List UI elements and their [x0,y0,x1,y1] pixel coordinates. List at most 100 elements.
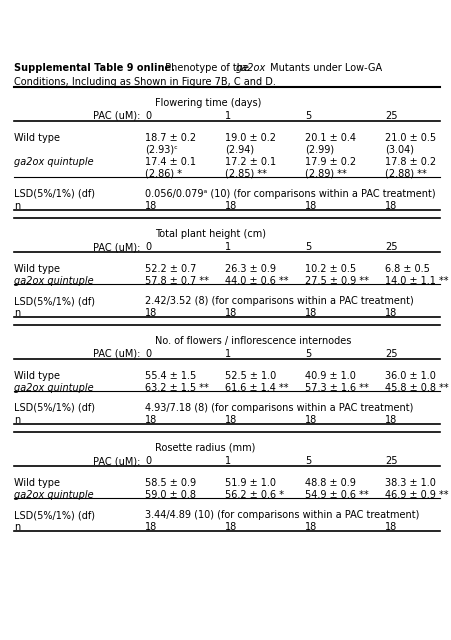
Text: 21.0 ± 0.5: 21.0 ± 0.5 [384,133,435,143]
Text: 6.8 ± 0.5: 6.8 ± 0.5 [384,264,429,274]
Text: PAC (uM):: PAC (uM): [92,456,140,466]
Text: 38.3 ± 1.0: 38.3 ± 1.0 [384,478,435,488]
Text: Wild type: Wild type [14,371,60,381]
Text: 18: 18 [145,308,157,318]
Text: 46.9 ± 0.9 **: 46.9 ± 0.9 ** [384,490,447,500]
Text: 18: 18 [384,308,396,318]
Text: 0: 0 [145,456,151,466]
Text: PAC (uM):: PAC (uM): [92,242,140,252]
Text: (2.89) **: (2.89) ** [304,169,346,179]
Text: 52.5 ± 1.0: 52.5 ± 1.0 [225,371,276,381]
Text: 0.056/0.079ᵃ (10) (for comparisons within a PAC treatment): 0.056/0.079ᵃ (10) (for comparisons withi… [145,189,435,199]
Text: 59.0 ± 0.8: 59.0 ± 0.8 [145,490,196,500]
Text: 17.4 ± 0.1: 17.4 ± 0.1 [145,157,196,167]
Text: 57.8 ± 0.7 **: 57.8 ± 0.7 ** [145,276,208,286]
Text: Wild type: Wild type [14,133,60,143]
Text: 51.9 ± 1.0: 51.9 ± 1.0 [225,478,276,488]
Text: Conditions, Including as Shown in Figure 7B, C and D.: Conditions, Including as Shown in Figure… [14,77,275,87]
Text: 14.0 ± 1.1 **: 14.0 ± 1.1 ** [384,276,447,286]
Text: 18: 18 [304,201,317,211]
Text: Flowering time (days): Flowering time (days) [155,98,261,108]
Text: 57.3 ± 1.6 **: 57.3 ± 1.6 ** [304,383,368,393]
Text: No. of flowers / inflorescence internodes: No. of flowers / inflorescence internode… [155,336,350,346]
Text: 18: 18 [145,201,157,211]
Text: 48.8 ± 0.9: 48.8 ± 0.9 [304,478,355,488]
Text: 18.7 ± 0.2: 18.7 ± 0.2 [145,133,196,143]
Text: 18: 18 [225,308,237,318]
Text: 18: 18 [225,201,237,211]
Text: Mutants under Low-GA: Mutants under Low-GA [267,63,381,73]
Text: (2.85) **: (2.85) ** [225,169,266,179]
Text: 18: 18 [304,522,317,532]
Text: LSD(5%/1%) (df): LSD(5%/1%) (df) [14,189,95,199]
Text: ga2ox quintuple: ga2ox quintuple [14,157,93,167]
Text: 18: 18 [384,415,396,425]
Text: ga2ox quintuple: ga2ox quintuple [14,490,93,500]
Text: Wild type: Wild type [14,264,60,274]
Text: 1: 1 [225,456,230,466]
Text: 5: 5 [304,111,311,121]
Text: n: n [14,308,20,318]
Text: 18: 18 [225,522,237,532]
Text: 1: 1 [225,242,230,252]
Text: ga2ox quintuple: ga2ox quintuple [14,383,93,393]
Text: 5: 5 [304,242,311,252]
Text: (2.88) **: (2.88) ** [384,169,426,179]
Text: 25: 25 [384,456,396,466]
Text: (2.93)ᶜ: (2.93)ᶜ [145,145,177,155]
Text: (3.04): (3.04) [384,145,413,155]
Text: 58.5 ± 0.9: 58.5 ± 0.9 [145,478,196,488]
Text: 4.93/7.18 (8) (for comparisons within a PAC treatment): 4.93/7.18 (8) (for comparisons within a … [145,403,413,413]
Text: 25: 25 [384,242,396,252]
Text: Supplemental Table 9 online.: Supplemental Table 9 online. [14,63,175,73]
Text: 17.8 ± 0.2: 17.8 ± 0.2 [384,157,435,167]
Text: Phenotype of the: Phenotype of the [161,63,252,73]
Text: 40.9 ± 1.0: 40.9 ± 1.0 [304,371,355,381]
Text: 26.3 ± 0.9: 26.3 ± 0.9 [225,264,276,274]
Text: 18: 18 [384,522,396,532]
Text: Total plant height (cm): Total plant height (cm) [155,229,265,239]
Text: 63.2 ± 1.5 **: 63.2 ± 1.5 ** [145,383,208,393]
Text: 61.6 ± 1.4 **: 61.6 ± 1.4 ** [225,383,288,393]
Text: 3.44/4.89 (10) (for comparisons within a PAC treatment): 3.44/4.89 (10) (for comparisons within a… [145,510,419,520]
Text: 2.42/3.52 (8) (for comparisons within a PAC treatment): 2.42/3.52 (8) (for comparisons within a … [145,296,413,306]
Text: (2.86) *: (2.86) * [145,169,182,179]
Text: 44.0 ± 0.6 **: 44.0 ± 0.6 ** [225,276,288,286]
Text: 0: 0 [145,111,151,121]
Text: 10.2 ± 0.5: 10.2 ± 0.5 [304,264,355,274]
Text: 0: 0 [145,242,151,252]
Text: 52.2 ± 0.7: 52.2 ± 0.7 [145,264,196,274]
Text: 25: 25 [384,349,396,359]
Text: Rosette radius (mm): Rosette radius (mm) [155,443,255,453]
Text: 1: 1 [225,349,230,359]
Text: 18: 18 [304,415,317,425]
Text: 20.1 ± 0.4: 20.1 ± 0.4 [304,133,355,143]
Text: 45.8 ± 0.8 **: 45.8 ± 0.8 ** [384,383,448,393]
Text: 55.4 ± 1.5: 55.4 ± 1.5 [145,371,196,381]
Text: (2.94): (2.94) [225,145,253,155]
Text: 18: 18 [225,415,237,425]
Text: PAC (uM):: PAC (uM): [92,349,140,359]
Text: 18: 18 [145,522,157,532]
Text: Wild type: Wild type [14,478,60,488]
Text: 56.2 ± 0.6 *: 56.2 ± 0.6 * [225,490,283,500]
Text: 36.0 ± 1.0: 36.0 ± 1.0 [384,371,435,381]
Text: 5: 5 [304,349,311,359]
Text: LSD(5%/1%) (df): LSD(5%/1%) (df) [14,510,95,520]
Text: 18: 18 [145,415,157,425]
Text: ga2ox quintuple: ga2ox quintuple [14,276,93,286]
Text: n: n [14,201,20,211]
Text: n: n [14,522,20,532]
Text: LSD(5%/1%) (df): LSD(5%/1%) (df) [14,403,95,413]
Text: 54.9 ± 0.6 **: 54.9 ± 0.6 ** [304,490,368,500]
Text: 18: 18 [384,201,396,211]
Text: PAC (uM):: PAC (uM): [92,111,140,121]
Text: 1: 1 [225,111,230,121]
Text: ga2ox: ga2ox [235,63,266,73]
Text: 0: 0 [145,349,151,359]
Text: 18: 18 [304,308,317,318]
Text: (2.99): (2.99) [304,145,333,155]
Text: 19.0 ± 0.2: 19.0 ± 0.2 [225,133,276,143]
Text: 27.5 ± 0.9 **: 27.5 ± 0.9 ** [304,276,368,286]
Text: 17.2 ± 0.1: 17.2 ± 0.1 [225,157,276,167]
